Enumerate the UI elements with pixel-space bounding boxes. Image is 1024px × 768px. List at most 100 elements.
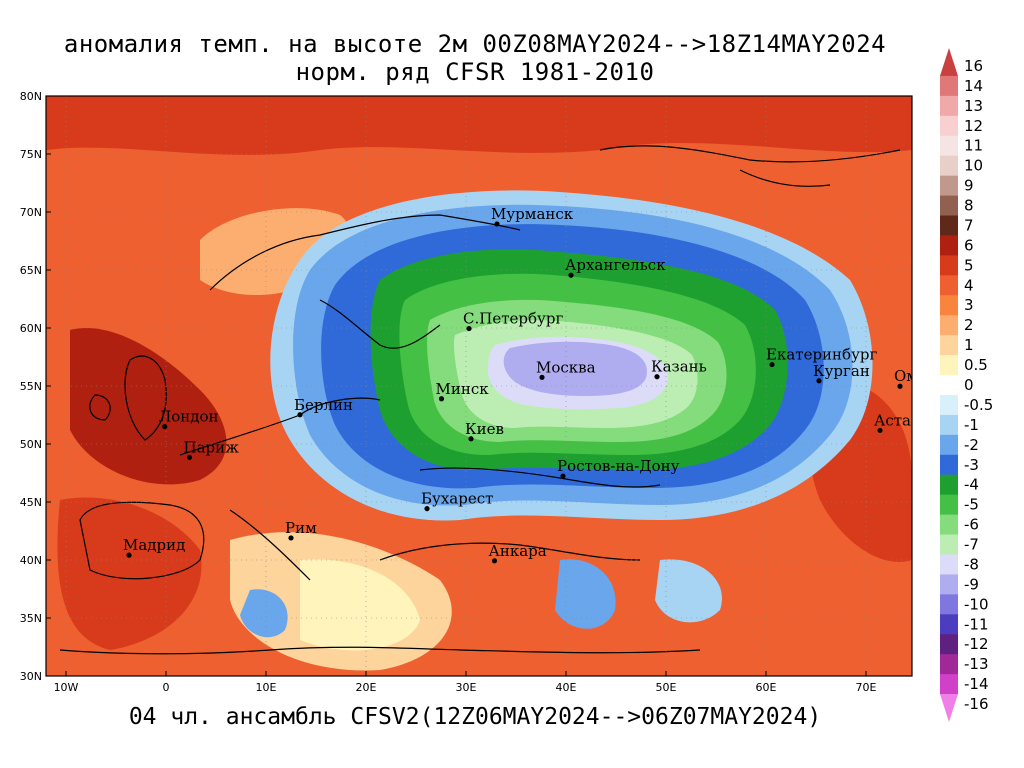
colorbar-swatch [940, 654, 958, 675]
city-label: Бухарест [421, 490, 493, 508]
city-dot [126, 552, 132, 558]
longitude-axis: 10W 0 10E 20E 30E 40E 50E 60E 70E [54, 671, 877, 694]
colorbar-label: -8 [964, 555, 979, 573]
city-dot [186, 454, 193, 460]
city-dot [438, 396, 445, 402]
colorbar-label: -2 [964, 436, 979, 454]
lon-label: 10W [54, 681, 79, 694]
colorbar-label: 11 [964, 137, 983, 155]
colorbar-label: 1 [964, 336, 974, 354]
lat-label: 75N [20, 148, 42, 161]
chart-subtitle: норм. ряд CFSR 1981-2010 [295, 58, 655, 86]
colorbar-cap-bottom [940, 694, 958, 722]
city-label: С.Петербург [463, 310, 563, 328]
colorbar-label: 16 [964, 57, 983, 75]
field-violet [503, 341, 647, 396]
colorbar-swatch [940, 75, 958, 97]
city-dot [539, 374, 545, 380]
colorbar-label: 5 [964, 256, 974, 274]
lon-label: 0 [163, 681, 170, 694]
colorbar-label: 8 [964, 197, 974, 215]
field-warm-north [46, 96, 912, 155]
colorbar-label: 14 [964, 77, 983, 95]
city-markers: Мурманск Архангельск С.Петербург Москва Каза… [123, 205, 936, 564]
colorbar-swatch [940, 135, 958, 157]
colorbar-label: 10 [964, 157, 983, 175]
colorbar-swatch [940, 634, 958, 655]
lon-label: 50E [656, 681, 677, 694]
city-dot [568, 272, 574, 278]
colorbar-swatch [940, 474, 958, 496]
city-label: Ростов-на-Дону [557, 457, 680, 475]
city-dot [162, 424, 168, 430]
city-dot [877, 427, 883, 434]
field-warm-spain [57, 497, 202, 650]
colorbar-label: 3 [964, 296, 974, 314]
colorbar-swatch [940, 375, 958, 396]
colorbar-label: -9 [964, 575, 979, 593]
colorbar-label: -4 [964, 476, 979, 494]
lat-label: 80N [20, 90, 42, 103]
colorbar-label: -6 [964, 516, 979, 534]
field-blue-spot-1 [555, 559, 616, 629]
colorbar-swatch [940, 95, 958, 117]
colorbar-label: 12 [964, 117, 983, 135]
colorbar-swatch [940, 155, 958, 177]
lat-label: 50N [20, 438, 42, 451]
colorbar-label: 7 [964, 216, 974, 234]
colorbar-swatch [940, 315, 958, 336]
lon-label: 30E [456, 681, 477, 694]
colorbar-swatch [940, 275, 958, 296]
city-dot [816, 378, 822, 384]
city-label: Мадрид [123, 536, 185, 554]
colorbar-swatch [940, 115, 958, 137]
city-label: Киев [465, 420, 504, 438]
city-dot [468, 436, 474, 442]
lat-label: 55N [20, 380, 42, 393]
city-label: Мурманск [491, 205, 574, 223]
lon-label: 10E [256, 681, 277, 694]
latitude-axis: 80N 75N 70N 65N 60N 55N 50N 45N 40N 35N 30N [20, 90, 51, 683]
city-dot [424, 506, 430, 512]
colorbar-label: -12 [964, 635, 989, 653]
colorbar-cap-top [940, 48, 958, 76]
city-dot [654, 374, 660, 380]
colorbar-label: 0.5 [964, 356, 988, 374]
city-dot [466, 325, 472, 332]
city-dot [494, 221, 500, 227]
colorbar-label: -7 [964, 536, 979, 554]
colorbar-label: -16 [964, 695, 989, 713]
colorbar-swatch [940, 335, 958, 356]
city-label: Казань [651, 358, 707, 376]
lon-label: 40E [556, 681, 577, 694]
colorbar-swatch [940, 554, 958, 575]
city-dot [560, 473, 566, 479]
chart-title: аномалия темп. на высоте 2м 00Z08MAY2024… [63, 30, 887, 58]
colorbar-swatch [940, 355, 958, 376]
colorbar-swatch [940, 235, 958, 256]
city-dot [769, 361, 775, 368]
city-label: Рим [285, 519, 317, 537]
colorbar-swatch [940, 215, 958, 236]
lat-label: 60N [20, 322, 42, 335]
field-pale-turkey [300, 559, 420, 651]
colorbar-label: 9 [964, 177, 974, 195]
colorbar-swatch [940, 434, 958, 456]
colorbar-label: -11 [964, 615, 989, 633]
colorbar-swatch [940, 255, 958, 276]
colorbar-swatch [940, 494, 958, 516]
colorbar-label: -0.5 [964, 396, 993, 414]
city-label: Берлин [294, 396, 353, 414]
colorbar-swatch [940, 195, 958, 217]
map-field: Мурманск Архангельск С.Петербург Москва Каза… [46, 96, 936, 676]
city-label: Омск [894, 367, 936, 385]
lat-label: 45N [20, 496, 42, 509]
city-dot [897, 383, 903, 389]
colorbar-swatch [940, 594, 958, 615]
colorbar-swatch [940, 674, 958, 695]
colorbar-swatch [940, 295, 958, 316]
colorbar-label: 2 [964, 316, 974, 334]
field-warm-uk [70, 328, 227, 485]
city-dot [491, 558, 498, 564]
